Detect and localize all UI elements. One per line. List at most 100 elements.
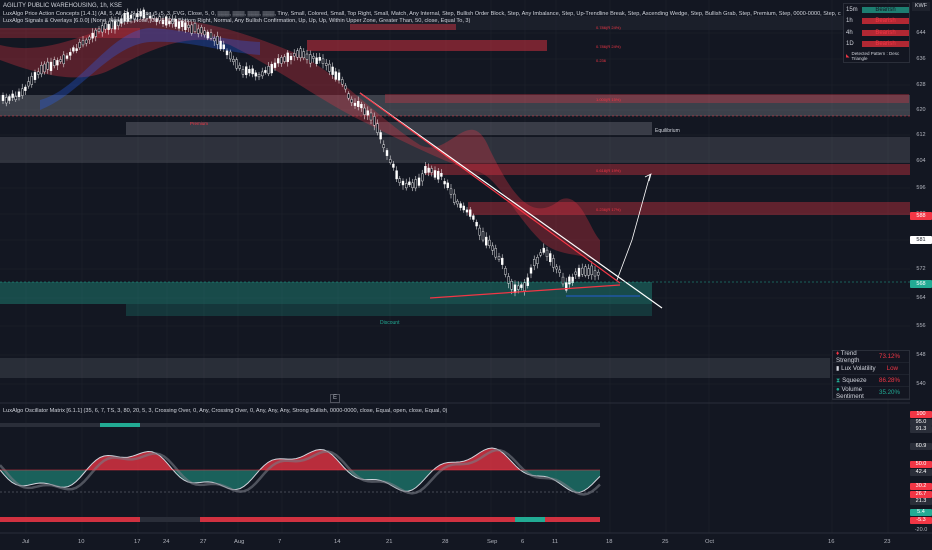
time-tick-label: Oct (705, 539, 715, 545)
candle (241, 69, 245, 75)
candle (126, 12, 130, 22)
supply-zone (0, 95, 910, 116)
candle (389, 159, 392, 163)
time-tick-label: 14 (334, 539, 341, 545)
candle (385, 150, 389, 156)
candle (437, 171, 440, 180)
expand-pane-icon[interactable]: E (330, 394, 340, 403)
dash-value: 86.28% (879, 377, 900, 384)
oscillator-tag: -5.3 (910, 517, 932, 524)
candle (206, 31, 210, 39)
candle (369, 112, 373, 121)
candle (24, 86, 27, 91)
candle (200, 27, 203, 34)
candle (433, 170, 437, 178)
candle (158, 16, 162, 21)
dash-value: 35.20% (879, 389, 900, 396)
price-tick-label: 636 (916, 56, 926, 62)
candle (497, 256, 501, 260)
candle (11, 93, 14, 98)
candle (305, 53, 309, 60)
candle (196, 28, 200, 34)
price-tick-label: 572 (916, 266, 926, 272)
candle (565, 282, 568, 291)
candle (382, 144, 385, 148)
fib-label: 0.236(R 17%) (596, 207, 621, 212)
candle (312, 56, 315, 59)
candle (414, 179, 417, 189)
candle (91, 32, 94, 39)
candle (139, 11, 142, 17)
premium-label: Premium (190, 121, 209, 126)
candle (145, 14, 149, 19)
candle (4, 97, 8, 104)
oscillator-tag: 30.2 (910, 483, 932, 490)
candle (552, 258, 555, 268)
equilibrium-label: Equilibrium (655, 128, 680, 134)
candle (280, 57, 283, 64)
candle (321, 58, 325, 64)
candle (132, 13, 136, 20)
candle (264, 70, 267, 73)
candle (100, 25, 104, 33)
candle (161, 20, 165, 25)
indicator-label-pac[interactable]: LuxAlgo Price Action Concepts [1.4.1] (A… (3, 11, 841, 17)
candle (405, 183, 408, 189)
candle (187, 24, 190, 28)
candle (517, 285, 520, 290)
tf-value: Bearish (862, 29, 909, 36)
indicator-label-signals[interactable]: LuxAlgo Signals & Overlays [6.0.0] (None… (3, 18, 471, 24)
candle (539, 252, 542, 256)
candle (357, 101, 360, 107)
candle (14, 96, 18, 100)
candle (238, 65, 242, 69)
candle (116, 20, 120, 27)
candle (597, 271, 600, 276)
candle (581, 267, 584, 275)
candle (353, 102, 357, 106)
time-tick-label: 21 (386, 539, 393, 545)
candle (244, 66, 248, 76)
dash-label: Trend Strength (836, 349, 860, 364)
candle (123, 13, 126, 22)
tf-value: Bearish (862, 6, 909, 13)
candle (398, 178, 401, 183)
dash-value: 73.12% (879, 353, 900, 360)
price-tick-label: 628 (916, 82, 926, 88)
candle (219, 40, 222, 50)
tf-label: 15m (846, 6, 858, 13)
candle (180, 20, 184, 27)
currency-button[interactable]: KWF (912, 2, 930, 11)
candle (94, 29, 98, 37)
candle (84, 39, 88, 44)
indicator-label-oscillator[interactable]: LuxAlgo Oscillator Matrix [6.1.1] (35, 6… (3, 408, 448, 414)
candle (65, 55, 69, 59)
candle (270, 64, 273, 74)
symbol-title[interactable]: AGILITY PUBLIC WAREHOUSING, 1h, KSE (3, 3, 123, 9)
candle (529, 267, 533, 274)
time-tick-label: 25 (662, 539, 669, 545)
descending-trendline (359, 92, 663, 309)
mtf-trend-table: 15m Bearish 1h Bearish 4h Bearish 1D Bearish… (843, 3, 910, 63)
candle (469, 209, 472, 217)
candle (53, 59, 56, 66)
candle (248, 69, 251, 74)
time-tick-label: 27 (200, 539, 207, 545)
candle (510, 280, 513, 290)
candle (40, 65, 43, 75)
candle (568, 276, 571, 285)
fib-label: 0.236 (596, 58, 607, 63)
candle (193, 23, 197, 32)
oscillator-tag: 60.9 (910, 443, 932, 450)
candle (81, 40, 85, 46)
candle (267, 66, 270, 75)
candle (216, 36, 219, 45)
oscillator-pane[interactable] (0, 423, 601, 522)
candle (472, 215, 475, 220)
candle (411, 182, 414, 188)
candle (75, 48, 78, 51)
price-tag: 568 (910, 280, 932, 288)
candle (37, 71, 40, 75)
